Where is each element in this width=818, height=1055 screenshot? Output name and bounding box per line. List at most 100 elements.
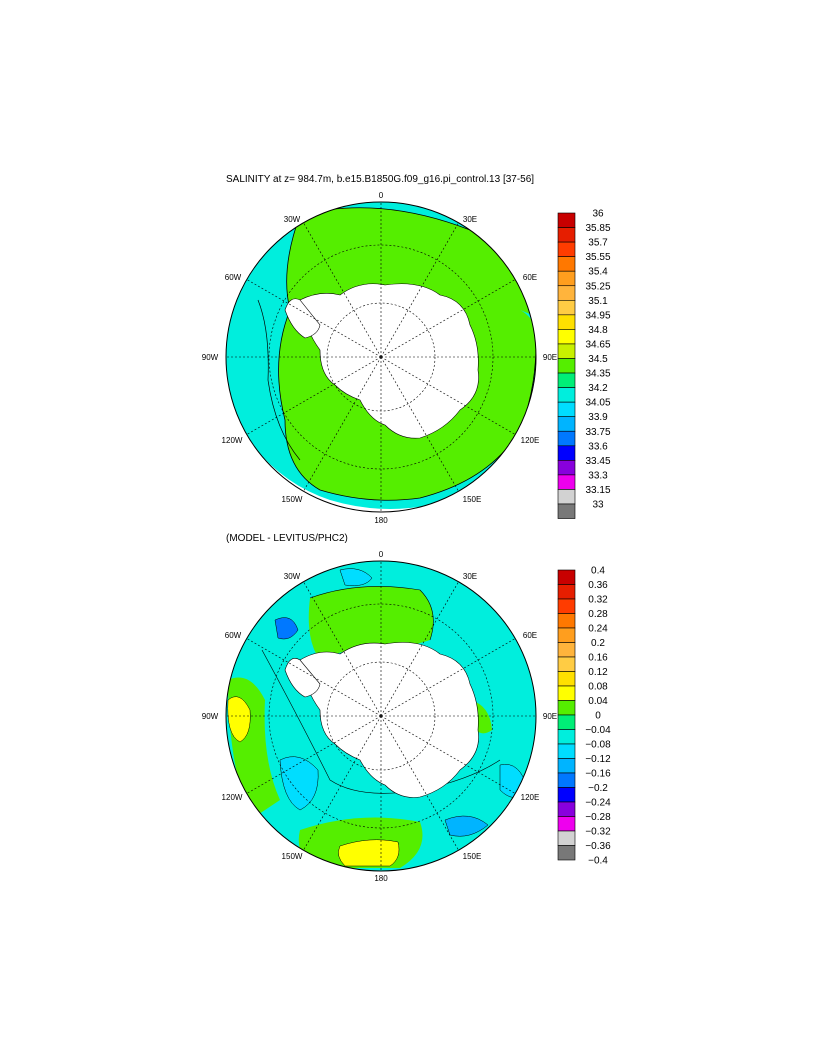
lon-label: 120W [222,436,243,445]
colorbar-swatch [557,256,576,272]
colorbar-label: 36 [592,209,604,220]
colorbar-label: 0.28 [588,609,608,620]
top-colorbar: 36 35.85 35.7 35.55 35.4 35.25 35.1 34.95 34.8 34… [557,209,611,519]
colorbar-label: 33.45 [585,456,610,467]
colorbar-label: −0.32 [585,827,611,838]
lon-label: 0 [379,191,384,200]
colorbar-swatch [557,714,576,730]
colorbar-swatch [557,460,576,476]
colorbar-swatch [557,729,576,745]
colorbar-swatch [557,772,576,788]
lon-label: 30W [284,215,301,224]
lon-label: 60E [523,631,537,640]
colorbar-swatch [557,671,576,687]
top-map [225,201,537,513]
colorbar-swatch [557,445,576,461]
lon-label: 90E [543,353,557,362]
bottom-antarctica-land [299,642,479,798]
colorbar-swatch [557,700,576,716]
bottom-colorbar: 0.4 0.36 0.32 0.28 0.24 0.2 0.16 0.12 0.08 0.04 0 −… [557,566,611,867]
colorbar-label: 34.95 [585,310,610,321]
colorbar-swatch [557,801,576,817]
top-panel-title: SALINITY at z= 984.7m, b.e15.B1850G.f09_… [226,174,534,185]
lon-label: 30E [463,572,477,581]
colorbar-swatch [557,329,576,345]
bottom-diff-blue-patch [339,568,373,586]
colorbar-swatch [557,787,576,803]
bottom-antarctic-peninsula [284,658,321,698]
colorbar-swatch [557,285,576,301]
colorbar-swatch [557,598,576,614]
top-antarctica-land [299,283,479,439]
lon-label: 60W [225,631,242,640]
lon-label: 120E [521,436,540,445]
colorbar-swatch [557,270,576,287]
colorbar-swatch [557,430,576,447]
lon-label: 90E [543,712,557,721]
colorbar-label: 33.6 [588,441,608,452]
bottom-diff-yellow-west [227,696,251,743]
colorbar-label: 0.32 [588,595,608,606]
colorbar-swatch [557,569,576,585]
colorbar-label: 35.25 [585,281,610,292]
colorbar-label: 0.24 [588,624,608,635]
lon-label: 90W [202,712,219,721]
colorbar-label: 35.85 [585,223,610,234]
colorbar-swatch [557,830,576,846]
colorbar-label: 34.2 [588,383,608,394]
colorbar-label: 34.35 [585,369,610,380]
top-longitude-labels: 0 30E 60E 90E 120E 150E 180 150W 120W 90… [202,191,557,525]
colorbar-label: 0.16 [588,653,608,664]
lon-label: 30E [463,215,477,224]
colorbar-swatch [557,627,576,643]
bottom-diff-yellow-south [338,839,400,867]
colorbar-label: 34.8 [588,325,608,336]
colorbar-label: −0.04 [585,725,611,736]
colorbar-label: 0.2 [591,638,605,649]
top-antarctic-peninsula [284,298,321,339]
bottom-diff-green-north [308,586,434,660]
lon-label: 150W [282,852,303,861]
lon-label: 90W [202,353,219,362]
colorbar-label: 0.08 [588,682,608,693]
colorbar-swatch [557,613,576,629]
colorbar-swatch [557,416,576,432]
colorbar-label: 33.15 [585,485,610,496]
colorbar-swatch [557,642,576,658]
colorbar-swatch [557,758,576,774]
colorbar-label: −0.24 [585,798,611,809]
bottom-diff-blue-patch [444,815,489,837]
bottom-diff-blue-patch [274,617,299,640]
colorbar-label: 35.7 [588,238,608,249]
colorbar-swatch [557,343,576,359]
lon-label: 120W [222,793,243,802]
colorbar-swatch [557,584,576,600]
colorbar-label: 33.75 [585,427,610,438]
colorbar-label: 35.4 [588,267,608,278]
lon-label: 30W [284,572,301,581]
colorbar-label: 35.55 [585,252,610,263]
bottom-diff-blue-patch [279,756,319,811]
colorbar-label: −0.08 [585,740,611,751]
colorbar-swatch [557,489,576,505]
colorbar-label: −0.16 [585,769,611,780]
lon-label: 150W [282,495,303,504]
colorbar-swatch [557,845,576,861]
colorbar-label: −0.4 [588,856,608,867]
colorbar-label: 0 [595,711,601,722]
lon-label: 120E [521,793,540,802]
colorbar-swatch [557,816,576,832]
colorbar-swatch [557,474,576,490]
colorbar-swatch [557,656,576,672]
lon-label: 180 [374,516,388,525]
colorbar-swatch [557,503,576,519]
colorbar-label: 0.36 [588,580,608,591]
bottom-map [225,560,537,872]
colorbar-label: 35.1 [588,296,608,307]
colorbar-label: 34.05 [585,398,610,409]
colorbar-label: 34.65 [585,339,610,350]
lon-label: 0 [379,550,384,559]
colorbar-swatch [557,227,576,243]
colorbar-label: 34.5 [588,354,608,365]
